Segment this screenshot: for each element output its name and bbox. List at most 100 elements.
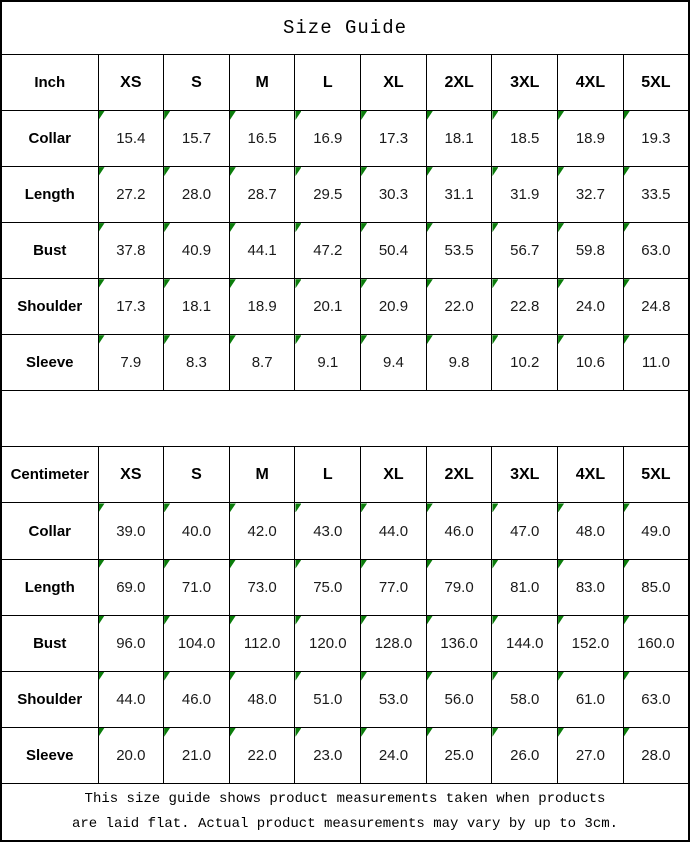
- corner-marker-icon: [230, 223, 236, 233]
- size-header-l: L: [294, 53, 362, 112]
- corner-marker-icon: [427, 728, 433, 737]
- measurement-value: 25.0: [444, 746, 474, 764]
- corner-marker-icon: [558, 560, 565, 569]
- measurement-value-cell: 75.0: [294, 558, 362, 616]
- measurement-value-cell: 20.1: [294, 278, 362, 336]
- measurement-value: 17.3: [116, 298, 146, 316]
- size-header-5xl: 5XL: [622, 446, 690, 504]
- corner-marker-icon: [558, 616, 565, 625]
- spacer-cell: [0, 390, 690, 448]
- corner-marker-icon: [230, 672, 236, 681]
- measurement-value: 40.0: [181, 522, 212, 540]
- corner-marker-icon: [427, 616, 433, 625]
- corner-marker-icon: [624, 672, 630, 681]
- measurement-value: 33.5: [641, 186, 671, 204]
- corner-marker-icon: [492, 672, 499, 681]
- corner-marker-icon: [427, 111, 433, 121]
- measurement-value-cell: 15.7: [163, 110, 230, 168]
- measurement-value: 71.0: [181, 578, 212, 596]
- corner-marker-icon: [295, 223, 302, 233]
- corner-marker-icon: [624, 111, 630, 121]
- measurement-row-sleeve: Sleeve 7.9 8.3 8.7 9.1 9.4 9.8 10.2 10.6 11.0: [0, 334, 690, 392]
- corner-marker-icon: [98, 728, 105, 737]
- corner-marker-icon: [98, 616, 105, 625]
- corner-marker-icon: [295, 560, 302, 569]
- corner-marker-icon: [492, 503, 499, 513]
- corner-marker-icon: [164, 279, 171, 289]
- measurement-value-cell: 25.0: [425, 726, 493, 784]
- measurement-value: 75.0: [313, 578, 343, 596]
- measurement-value: 63.0: [641, 690, 671, 708]
- measurement-value: 51.0: [313, 690, 343, 708]
- corner-marker-icon: [295, 167, 302, 177]
- measurement-value-cell: 58.0: [491, 670, 559, 728]
- measurement-value: 16.9: [313, 130, 343, 148]
- row-label: Length: [0, 558, 99, 616]
- measurement-value-cell: 28.0: [163, 166, 230, 224]
- measurement-value: 23.0: [313, 746, 343, 764]
- corner-marker-icon: [492, 111, 499, 121]
- measurement-value-cell: 144.0: [491, 614, 559, 672]
- measurement-value-cell: 20.9: [360, 278, 427, 336]
- measurement-value-cell: 24.0: [360, 726, 427, 784]
- corner-marker-icon: [230, 335, 236, 345]
- measurement-value-cell: 69.0: [97, 558, 165, 616]
- measurement-value-cell: 56.0: [425, 670, 493, 728]
- measurement-value-cell: 27.2: [97, 166, 165, 224]
- corner-marker-icon: [624, 279, 630, 289]
- measurement-value-cell: 8.3: [163, 334, 230, 392]
- corner-marker-icon: [427, 167, 433, 177]
- measurement-value: 61.0: [575, 690, 606, 708]
- measurement-value-cell: 17.3: [97, 278, 165, 336]
- corner-marker-icon: [492, 616, 499, 625]
- measurement-value: 152.0: [571, 634, 610, 652]
- corner-marker-icon: [295, 728, 302, 737]
- measurement-value-cell: 23.0: [294, 726, 362, 784]
- measurement-value: 28.7: [247, 186, 277, 204]
- measurement-row-bust: Bust 96.0 104.0 112.0 120.0 128.0 136.0 144.0 15…: [0, 614, 690, 672]
- measurement-value-cell: 26.0: [491, 726, 559, 784]
- section-1-header-row: Centimeter XS S M L XL 2XL 3XL 4XL 5XL: [0, 446, 690, 504]
- measurement-row-shoulder: Shoulder 44.0 46.0 48.0 51.0 53.0 56.0 58.0 61.0…: [0, 670, 690, 728]
- measurement-value-cell: 27.0: [557, 726, 624, 784]
- measurement-value-cell: 7.9: [97, 334, 165, 392]
- measurement-value-cell: 32.7: [557, 166, 624, 224]
- measurement-value-cell: 120.0: [294, 614, 362, 672]
- measurement-value-cell: 85.0: [622, 558, 690, 616]
- measurement-value: 112.0: [243, 634, 281, 652]
- corner-marker-icon: [558, 111, 565, 121]
- measurement-value: 18.9: [247, 298, 277, 316]
- measurement-value: 10.6: [575, 354, 606, 372]
- measurement-value: 43.0: [313, 522, 343, 540]
- measurement-value: 11.0: [641, 354, 670, 372]
- size-header-s: S: [163, 446, 230, 504]
- measurement-value-cell: 71.0: [163, 558, 230, 616]
- measurement-value-cell: 39.0: [97, 502, 165, 560]
- measurement-value: 53.5: [444, 242, 474, 260]
- footer-note-line2: are laid flat. Actual product measuremen…: [71, 815, 619, 832]
- corner-marker-icon: [295, 672, 302, 681]
- measurement-value-cell: 49.0: [622, 502, 690, 560]
- corner-marker-icon: [230, 279, 236, 289]
- measurement-value-cell: 15.4: [97, 110, 165, 168]
- measurement-value-cell: 136.0: [425, 614, 493, 672]
- measurement-value: 44.1: [247, 242, 277, 260]
- measurement-value-cell: 47.0: [491, 502, 559, 560]
- measurement-value: 15.7: [181, 130, 212, 148]
- size-header-4xl: 4XL: [557, 53, 624, 112]
- corner-marker-icon: [230, 503, 236, 513]
- corner-marker-icon: [492, 728, 499, 737]
- corner-marker-icon: [98, 279, 105, 289]
- measurement-value: 44.0: [378, 522, 409, 540]
- measurement-value: 24.0: [575, 298, 606, 316]
- measurement-value: 8.7: [251, 354, 273, 372]
- measurement-value: 53.0: [378, 690, 409, 708]
- corner-marker-icon: [164, 335, 171, 345]
- measurement-value-cell: 22.8: [491, 278, 559, 336]
- measurement-value-cell: 48.0: [228, 670, 296, 728]
- size-header-3xl: 3XL: [491, 53, 559, 112]
- measurement-value-cell: 21.0: [163, 726, 230, 784]
- corner-marker-icon: [361, 335, 368, 345]
- row-label: Collar: [0, 502, 99, 560]
- measurement-value-cell: 18.9: [557, 110, 624, 168]
